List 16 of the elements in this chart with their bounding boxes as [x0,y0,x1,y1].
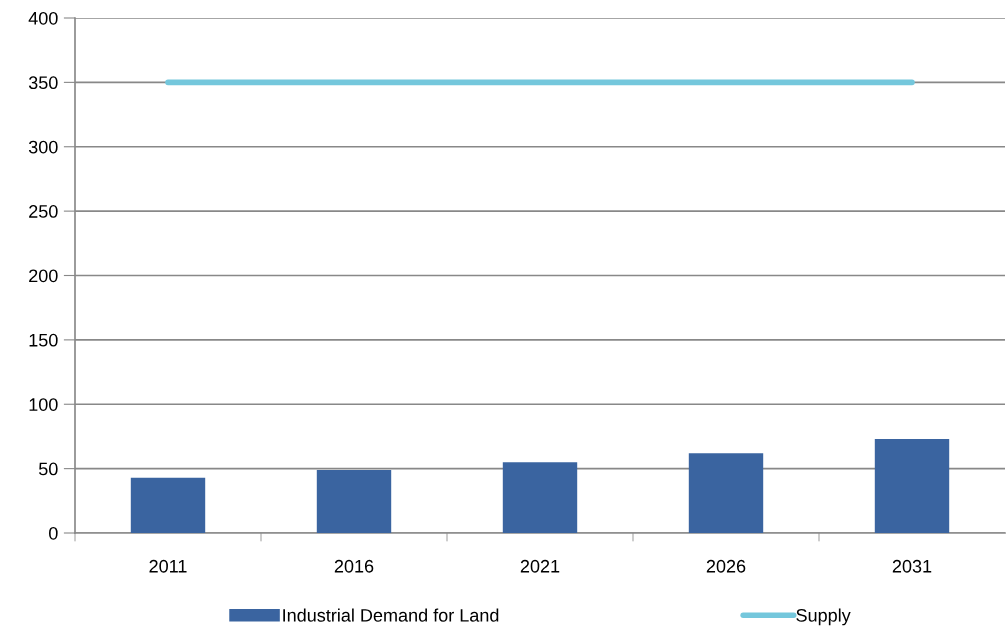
x-tick-label: 2011 [149,559,187,573]
y-tick-label: 0 [49,526,58,540]
legend-label: Supply [796,608,851,626]
x-tick-label: 2016 [334,559,374,573]
y-tick-label: 400 [28,11,58,25]
y-tick-label: 150 [29,333,58,347]
y-tick-label: 250 [29,205,58,218]
y-tick-label: 100 [29,398,58,411]
x-tick-label: 2026 [706,559,746,573]
y-tick-label: 50 [38,462,58,476]
x-tick-label: 2021 [520,559,560,573]
y-tick-label: 300 [28,140,58,154]
y-tick-label: 350 [28,76,58,90]
legend-label: Industrial Demand for Land [283,608,499,622]
y-tick-label: 200 [29,269,58,283]
x-tick-label: 2031 [892,559,932,573]
